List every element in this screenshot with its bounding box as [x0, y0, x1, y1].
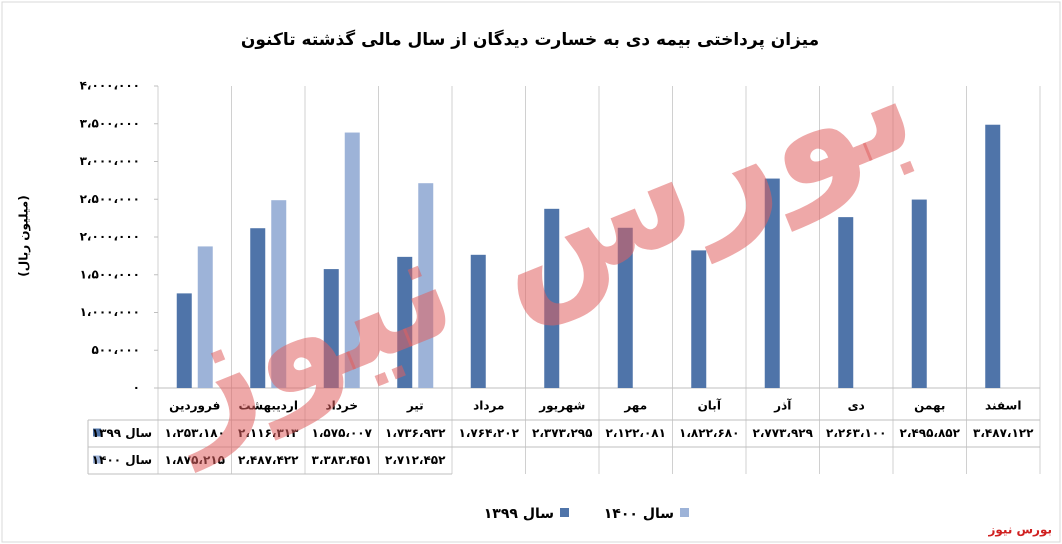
bar: [985, 124, 1001, 388]
bar: [271, 200, 287, 388]
x-tick-label: مهر: [623, 399, 647, 413]
legend-key: [680, 508, 689, 517]
table-cell: ۱،۵۷۵،۰۰۷: [312, 426, 373, 440]
table-cell: ۲،۱۲۲،۰۸۱: [606, 426, 666, 440]
y-axis-label: (میلیون ریال): [17, 195, 32, 276]
source: بورس نیوز: [987, 523, 1052, 538]
table-cell: ۱،۸۷۵،۲۱۵: [165, 453, 225, 467]
bar: [911, 199, 927, 388]
table-row-header: سال ۱۳۹۹: [92, 426, 152, 440]
table-row-header: سال ۱۴۰۰: [92, 453, 152, 467]
table-cell: ۲،۱۱۶،۳۱۳: [238, 426, 299, 440]
y-tick-label: ۵۰۰،۰۰۰: [91, 343, 140, 357]
y-tick-label: ۴،۰۰۰،۰۰۰: [80, 79, 140, 93]
x-tick-label: شهریور: [538, 399, 585, 414]
x-tick-label: دی: [848, 399, 865, 413]
legend-label: سال ۱۳۹۹: [484, 506, 554, 522]
bar: [764, 178, 780, 388]
table-cell: ۲،۷۱۲،۴۵۲: [385, 453, 446, 467]
table-cell: ۳،۳۸۳،۴۵۱: [312, 453, 372, 467]
table-cell: ۱،۸۲۲،۶۸۰: [679, 426, 739, 440]
table-cell: ۲،۴۹۵،۸۵۲: [900, 426, 961, 440]
x-tick-label: مرداد: [473, 399, 504, 413]
table-cell: ۲،۴۸۷،۴۲۲: [238, 453, 299, 467]
x-tick-label: خرداد: [325, 399, 358, 413]
bar: [176, 293, 192, 388]
table-cell: ۲،۷۷۳،۹۲۹: [753, 426, 814, 440]
table-cell: ۱،۷۶۴،۲۰۲: [459, 426, 520, 440]
y-tick-label: ۰: [133, 381, 140, 395]
x-tick-label: بهمن: [914, 399, 945, 413]
legend-label: سال ۱۴۰۰: [604, 506, 674, 522]
x-tick-label: اسفند: [985, 399, 1021, 413]
table-cell: ۱،۷۳۶،۹۳۲: [385, 426, 446, 440]
chart-title: میزان پرداختی بیمه دی به خسارت دیدگان از…: [241, 29, 819, 50]
table-key: [93, 428, 101, 437]
y-tick-label: ۱،۰۰۰،۰۰۰: [80, 305, 140, 319]
x-tick-label: آبان: [698, 398, 722, 413]
x-tick-label: فروردین: [169, 399, 220, 414]
table-cell: ۲،۲۶۳،۱۰۰: [826, 426, 886, 440]
y-tick-label: ۲،۵۰۰،۰۰۰: [80, 192, 140, 206]
x-tick-label: تیر: [406, 399, 424, 413]
bar: [197, 246, 213, 388]
y-tick-label: ۱،۵۰۰،۰۰۰: [80, 267, 140, 281]
bar: [544, 208, 560, 388]
bar: [250, 228, 266, 388]
bar: [418, 183, 434, 388]
bar: [617, 227, 633, 388]
x-tick-label: آذر: [773, 398, 792, 413]
table-cell: ۱،۲۵۳،۱۸۰: [165, 426, 225, 440]
table-cell: ۲،۳۷۳،۲۹۵: [532, 426, 592, 440]
y-tick-label: ۳،۵۰۰،۰۰۰: [80, 116, 140, 130]
bar: [691, 250, 707, 388]
bar: [323, 269, 339, 388]
bar: [470, 254, 486, 388]
bar: [838, 217, 854, 388]
bar: [397, 256, 413, 388]
bar: [344, 132, 360, 388]
y-tick-label: ۲،۰۰۰،۰۰۰: [80, 230, 140, 244]
y-tick-label: ۳،۰۰۰،۰۰۰: [80, 154, 140, 168]
x-tick-label: اردیبهشت: [239, 399, 298, 413]
legend-key: [560, 508, 569, 517]
table-cell: ۳،۴۸۷،۱۲۲: [973, 426, 1034, 440]
table-key: [93, 455, 101, 464]
